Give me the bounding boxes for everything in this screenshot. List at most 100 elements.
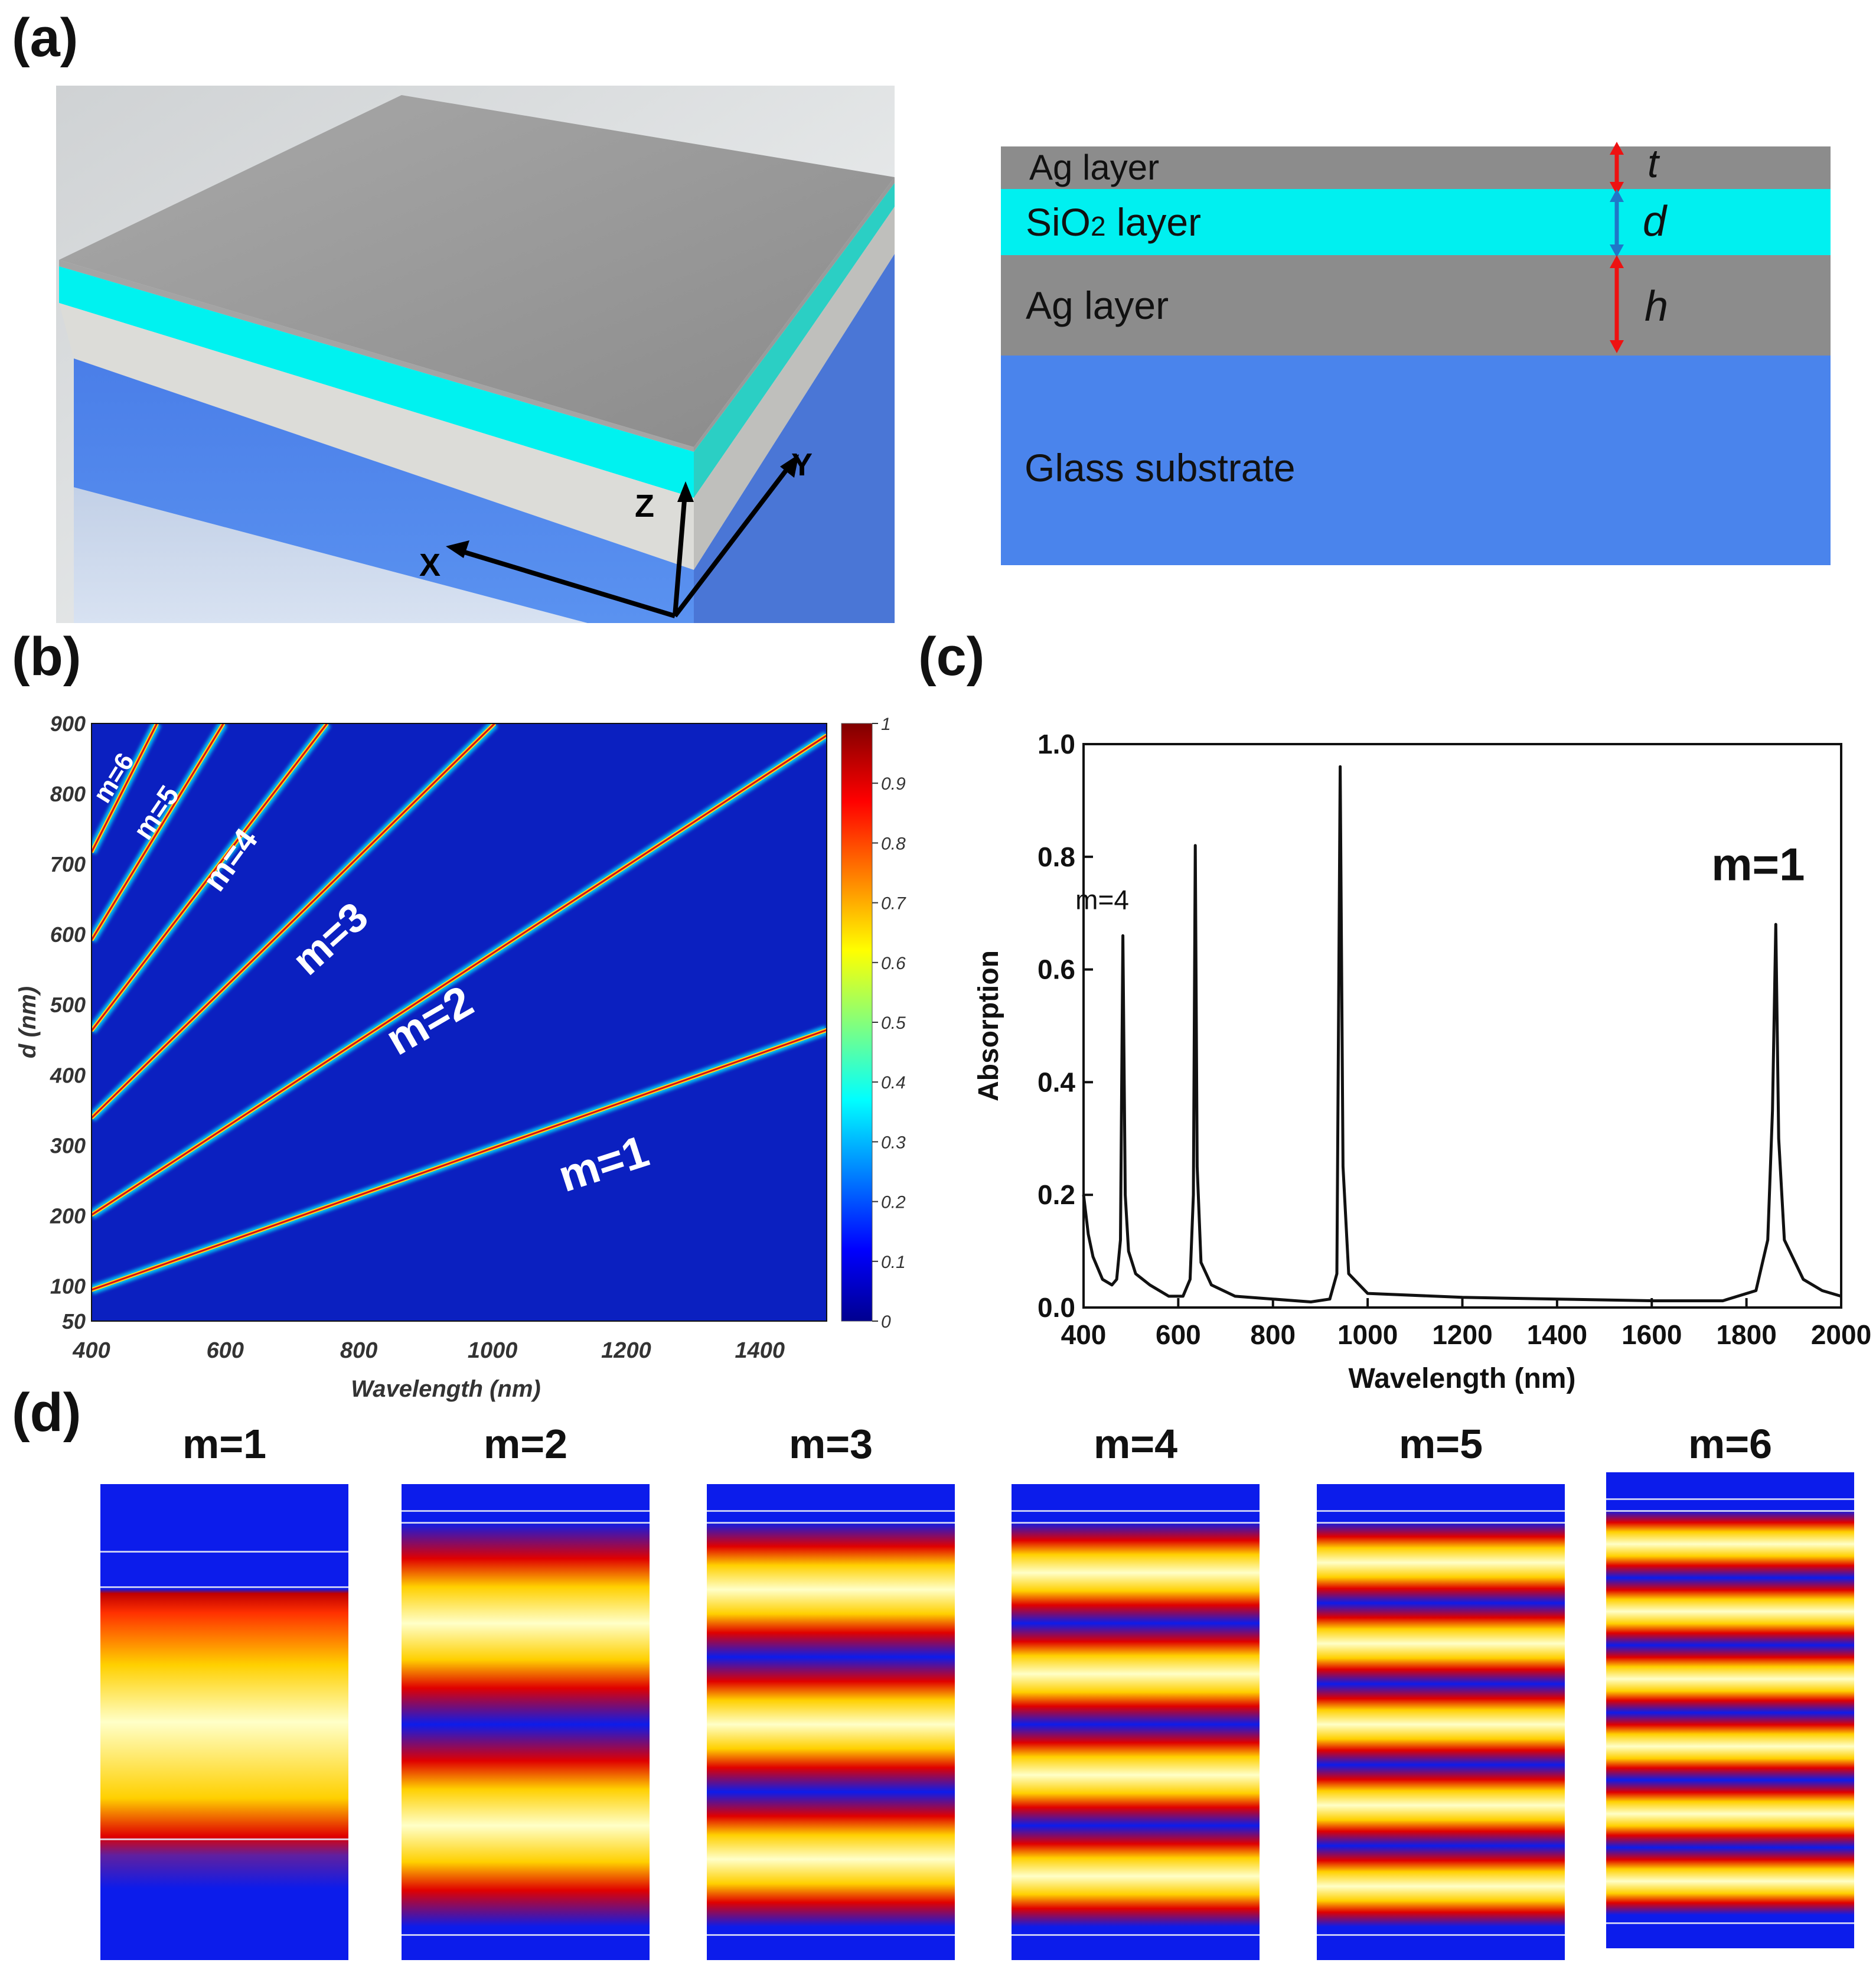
- sio2-tail-text: layer: [1105, 200, 1202, 244]
- peak-labels: m=4m=3m=2m=1: [1075, 715, 1805, 915]
- map-y-tick-label: 100: [50, 1274, 86, 1298]
- spectrum-x-tick-label: 600: [1156, 1319, 1201, 1350]
- colorbar-tick-label: 0.7: [881, 894, 906, 914]
- layer-boundary-line: [100, 1550, 348, 1553]
- panel-label-b: (b): [12, 627, 81, 687]
- map-y-axis-label: d (nm): [15, 986, 41, 1058]
- layer-top-ag: Ag layer: [1001, 146, 1831, 189]
- layer-boundary-line: [402, 1522, 650, 1524]
- layer-top-ag-label: Ag layer: [1029, 148, 1160, 187]
- layer-boundary-line: [1012, 1522, 1260, 1524]
- field-map-m4: [1012, 1484, 1260, 1960]
- layer-boundary-line: [1606, 1510, 1854, 1512]
- spectrum-x-ticks: 400 600 800 1000 1200 1400 1600 1800 2000: [1061, 1298, 1871, 1350]
- mode-line-core-m3: [92, 723, 495, 1119]
- field-map-title-3: m=3: [788, 1421, 873, 1467]
- map-y-tick-label: 700: [50, 852, 86, 876]
- map-frame: [91, 723, 827, 1322]
- layer-bottom-ag-label: Ag layer: [1026, 283, 1169, 327]
- layer-boundary-line: [1606, 1498, 1854, 1501]
- axis-arrows: [446, 454, 799, 618]
- map-x-tick-label: 1000: [468, 1338, 518, 1363]
- spectrum-x-tick-label: 1800: [1716, 1319, 1776, 1350]
- thickness-label-h: h: [1645, 283, 1669, 330]
- layer-boundary-line: [1012, 1934, 1260, 1936]
- map-y-tick-label: 900: [50, 712, 86, 736]
- field-map-title-2: m=2: [483, 1421, 568, 1467]
- field-map-m5: [1317, 1484, 1565, 1960]
- map-x-tick-label: 600: [207, 1338, 244, 1363]
- map-mode-lines: [92, 723, 827, 1295]
- spectrum-y-tick-label: 1.0: [1037, 729, 1075, 759]
- panel-a-3d-render: X Z Y: [56, 86, 895, 623]
- spectrum-y-tick-label: 0.0: [1037, 1292, 1075, 1323]
- axis-label-z: Z: [635, 488, 654, 524]
- colorbar-tick-label: 0.3: [881, 1133, 906, 1152]
- mode-line-core-m5: [92, 723, 224, 941]
- layer-boundary-line: [1317, 1510, 1565, 1512]
- layer-boundary-line: [1317, 1522, 1565, 1524]
- map-y-tick-label: 500: [50, 993, 86, 1017]
- axis-label-x: X: [419, 547, 441, 583]
- spectrum-y-tick-label: 0.8: [1037, 842, 1075, 872]
- panel-label-c: (c): [918, 627, 985, 687]
- field-map-title-4: m=4: [1093, 1421, 1178, 1467]
- field-map-title-6: m=6: [1688, 1421, 1773, 1467]
- spectrum-x-tick-label: 1000: [1337, 1319, 1398, 1350]
- field-map-m2: [402, 1484, 650, 1960]
- panel-label-d: (d): [12, 1383, 81, 1443]
- front-top-ag-edge: [59, 260, 694, 452]
- field-map-m3: [707, 1484, 955, 1960]
- panel-b-absorption-map: 400 600 800 1000 1200 1400 50 100 200 300 400 500 6…: [15, 712, 906, 1402]
- peak-label-m4: m=4: [1075, 884, 1129, 915]
- spectrum-y-tick-label: 0.6: [1037, 954, 1075, 985]
- colorbar-tick-label: 0.2: [881, 1193, 906, 1212]
- mode-line-core-m1: [92, 1029, 827, 1291]
- map-background: [92, 723, 827, 1321]
- top-ag-surface: [59, 95, 895, 447]
- layer-glass-label: Glass substrate: [1025, 446, 1296, 490]
- map-y-tick-label: 200: [50, 1204, 86, 1228]
- peak-label-m1: m=1: [1711, 838, 1805, 890]
- side-bottom-ag-layer: [694, 207, 895, 570]
- map-y-tick-label: 800: [50, 782, 86, 806]
- field-map-title-5: m=5: [1398, 1421, 1483, 1467]
- layer-boundary-line: [402, 1510, 650, 1512]
- front-bottom-ag-layer: [59, 303, 694, 570]
- field-map-m1: [100, 1484, 348, 1960]
- colorbar-tick-label: 0.6: [881, 954, 906, 973]
- colorbar-ticks: 0 0.1 0.2 0.3 0.4 0.5 0.6 0.7 0.8 0.9 1: [872, 715, 906, 1332]
- layer-boundary-line: [707, 1522, 955, 1524]
- colorbar-tick-label: 0.4: [881, 1073, 906, 1093]
- spectrum-x-tick-label: 800: [1250, 1319, 1296, 1350]
- map-x-tick-label: 400: [72, 1338, 110, 1363]
- colorbar-tick-label: 0: [881, 1312, 891, 1332]
- map-x-tick-label: 1200: [601, 1338, 651, 1363]
- thickness-arrows: [1610, 142, 1624, 353]
- layer-boundary-line: [100, 1838, 348, 1841]
- sio2-subscript: 2: [1091, 211, 1106, 242]
- spectrum-x-tick-label: 400: [1061, 1319, 1107, 1350]
- map-x-axis-label: Wavelength (nm): [351, 1376, 541, 1402]
- colorbar-tick-label: 1: [881, 715, 891, 734]
- mode-line-core-m2: [92, 734, 827, 1216]
- spectrum-x-tick-label: 1600: [1621, 1319, 1682, 1350]
- front-cyan-layer: [59, 266, 694, 498]
- spectrum-x-axis-label: Wavelength (nm): [1349, 1363, 1576, 1394]
- spectrum-y-ticks: 0.0 0.2 0.4 0.6 0.8 1.0: [1037, 729, 1093, 1323]
- axis-label-y: Y: [791, 447, 813, 482]
- map-y-tick-label: 300: [50, 1133, 86, 1158]
- colorbar-tick-label: 0.5: [881, 1013, 906, 1033]
- layer-glass: Glass substrate: [1001, 356, 1831, 565]
- panel-label-a: (a): [12, 8, 79, 68]
- map-y-tick-label: 600: [50, 922, 86, 947]
- layer-sio2: SiO2 layer: [1001, 189, 1831, 255]
- mode-line-core-m6: [92, 723, 158, 853]
- field-map-m6: [1606, 1472, 1854, 1948]
- layer-bottom-ag: Ag layer: [1001, 255, 1831, 356]
- panel-c-absorption-spectrum: 400 600 800 1000 1200 1400 1600 1800 2000 0.0 0.2…: [973, 715, 1871, 1394]
- spectrum-x-tick-label: 1400: [1527, 1319, 1587, 1350]
- map-y-tick-label: 50: [62, 1309, 86, 1334]
- mode-line-core-m4: [92, 723, 328, 1032]
- map-x-tick-label: 1400: [735, 1338, 785, 1363]
